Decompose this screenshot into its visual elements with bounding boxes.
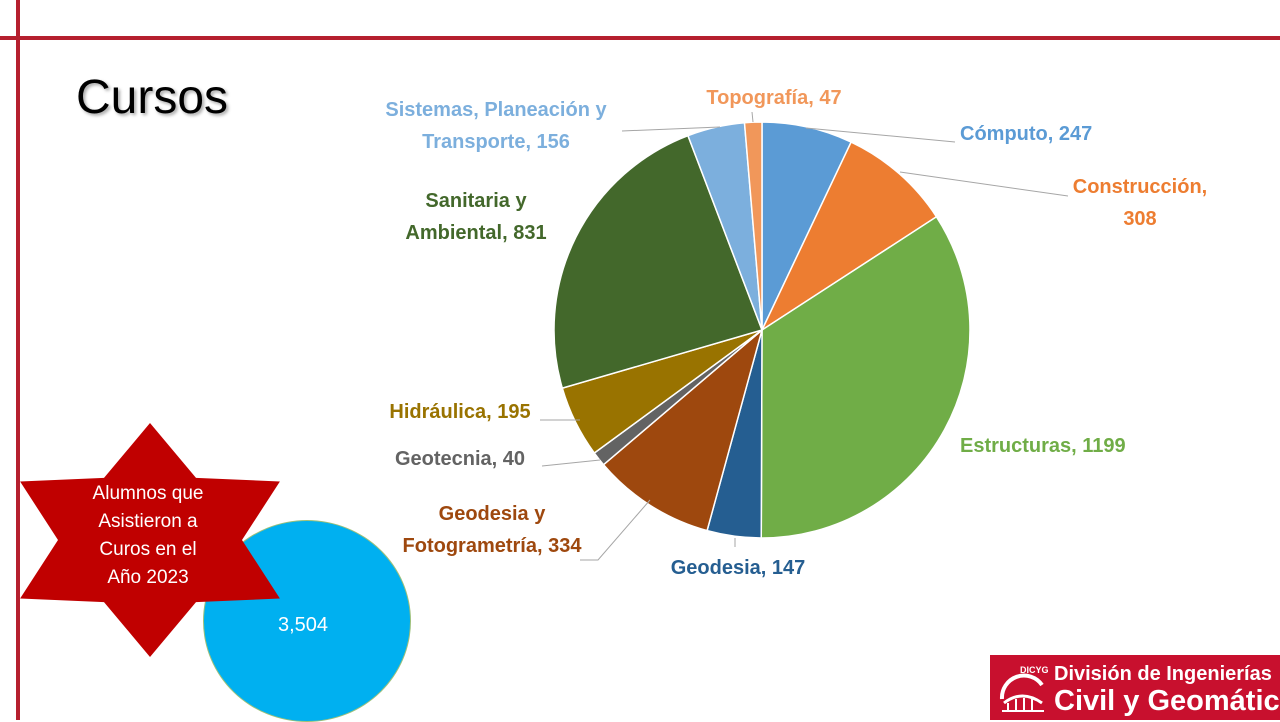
leader-line [899,171,1069,197]
left-border-line [16,0,20,720]
star-shape [20,423,280,657]
logo-line-1: División de Ingenierías [1054,663,1272,685]
data-label: Sanitaria y Ambiental, 831 [405,190,546,244]
division-logo: DICYG División de Ingenierías Civil y Ge… [990,655,1280,720]
logo-line-2: Civil y Geomática [1054,685,1280,717]
leader-line [751,111,754,123]
attendance-label: Alumnos que Asistieron a Curos en el Año… [70,480,226,592]
leader-line [541,459,601,467]
pie-slice [743,121,763,331]
top-border-line [0,36,1280,40]
data-label: Construcción, 308 [1073,176,1207,230]
leader-line [621,126,721,132]
page-title: Cursos [76,71,229,124]
emblem-text: DICYG [1020,665,1049,675]
data-label: Estructuras, 1199 [960,435,1126,457]
pie-slice [553,134,763,390]
data-label: Cómputo, 247 [960,123,1092,145]
attendance-label-line: Año 2023 [107,567,189,588]
leader-line [805,127,956,143]
pie-slice [602,327,764,532]
attendance-value: 3,504 [277,614,329,636]
pie-slice [760,215,971,539]
data-label: Geodesia y Fotogrametría, 334 [403,503,583,557]
attendance-star-badge [20,423,280,657]
dicyg-emblem-icon: DICYG [999,665,1049,712]
attendance-label-line: Alumnos que [92,483,204,504]
data-label: Topografía, 47 [706,87,841,109]
data-label: Geotecnia, 40 [395,448,525,470]
leader-line [580,499,651,561]
data-label: Geodesia, 147 [671,557,806,579]
data-label: Sistemas, Planeación y Transporte, 156 [385,99,607,153]
attendance-label-line: Asistieron a [98,511,198,532]
pie-slice [760,141,938,333]
data-label: Hidráulica, 195 [389,401,530,423]
attendance-label-line: Curos en el [99,539,197,560]
